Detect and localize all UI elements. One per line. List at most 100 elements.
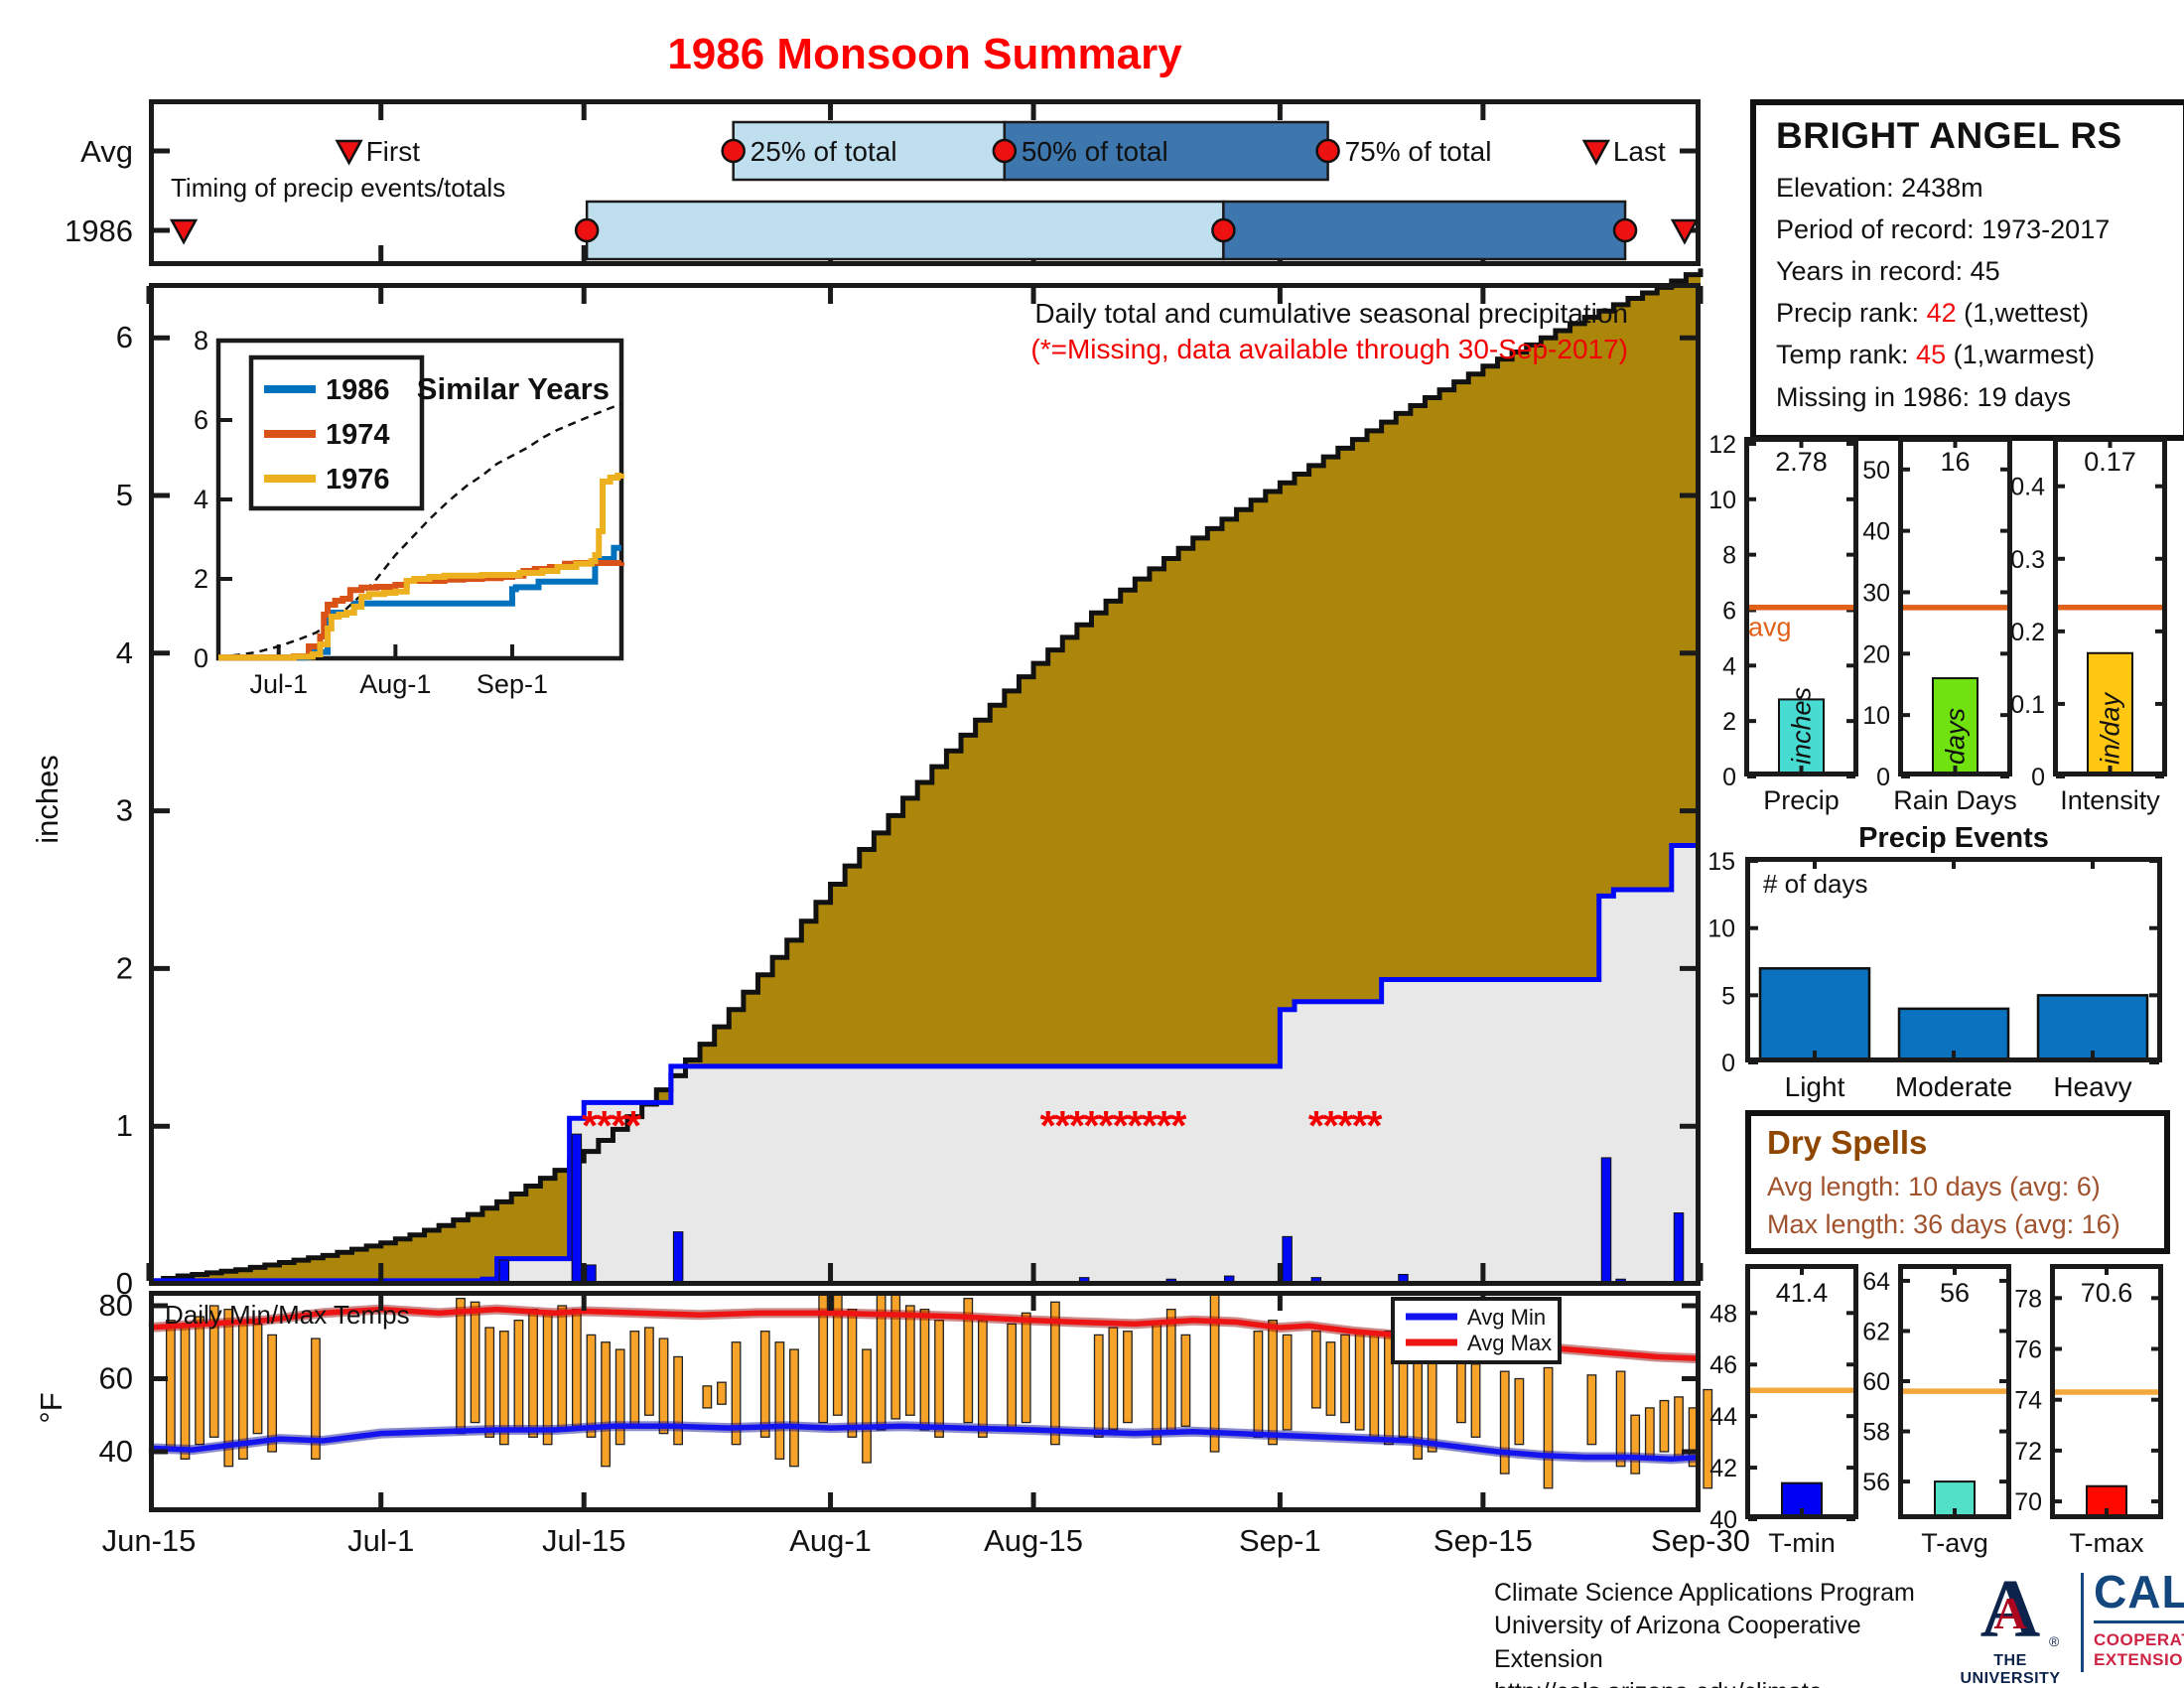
x-axis-label: Aug-1 [789, 1523, 872, 1558]
dry-spells-box: Dry Spells Avg length: 10 days (avg: 6) … [1745, 1110, 2170, 1254]
block-a-icon: A A ® [1980, 1563, 2060, 1655]
svg-text:*: * [582, 1102, 599, 1149]
svg-text:0.2: 0.2 [2010, 619, 2045, 646]
svg-text:8: 8 [194, 326, 208, 355]
svg-text:Avg Max: Avg Max [1467, 1331, 1552, 1355]
svg-text:0.1: 0.1 [2010, 691, 2045, 719]
svg-text:58: 58 [1862, 1419, 1890, 1447]
svg-text:40: 40 [99, 1434, 133, 1469]
svg-text:Light: Light [1785, 1071, 1845, 1102]
svg-text:75% of total: 75% of total [1345, 136, 1492, 167]
svg-text:T-avg: T-avg [1921, 1528, 1988, 1558]
svg-text:0: 0 [116, 1266, 133, 1301]
svg-text:0.3: 0.3 [2010, 546, 2045, 574]
footer-line: http://cals.arizona.edu/climate [1494, 1676, 1951, 1688]
station-info-box: BRIGHT ANGEL RS Elevation: 2438m Period o… [1750, 99, 2184, 441]
svg-text:25% of total: 25% of total [751, 136, 897, 167]
svg-text:Heavy: Heavy [2053, 1071, 2131, 1102]
tmax-mini-chart: 70 72 74 76 78 70.6 T-max [2014, 1264, 2163, 1558]
cals-sub-line2: EXTENSION [2094, 1650, 2184, 1670]
station-info-line: Missing in 1986: 19 days [1776, 381, 2072, 412]
svg-text:10: 10 [1708, 487, 1736, 514]
svg-text:56: 56 [1862, 1469, 1890, 1496]
cals-rule [2094, 1620, 2184, 1623]
svg-text:41.4: 41.4 [1776, 1278, 1829, 1308]
svg-text:4: 4 [194, 485, 208, 514]
svg-text:Avg Min: Avg Min [1467, 1305, 1546, 1330]
svg-text:Rain Days: Rain Days [1893, 785, 2017, 815]
station-info-line: Precip rank: 42 (1,wettest) [1776, 298, 2090, 329]
svg-text:15: 15 [1707, 848, 1735, 876]
svg-text:°F: °F [34, 1392, 68, 1423]
svg-text:*: * [1366, 1102, 1383, 1149]
logo-divider [2081, 1573, 2084, 1672]
svg-text:inches: inches [1787, 687, 1817, 765]
svg-text:Similar Years: Similar Years [417, 371, 610, 406]
svg-text:*: * [1337, 1102, 1354, 1149]
svg-text:days: days [1941, 708, 1971, 765]
page-title: 1986 Monsoon Summary [667, 30, 1182, 78]
cals-sub-line1: COOPERATIVE [2094, 1630, 2184, 1649]
rain-days-mini-chart: 0 10 20 30 40 50 16 days Rain Days [1862, 437, 2017, 815]
svg-text:78: 78 [2014, 1285, 2042, 1313]
svg-text:10: 10 [1862, 702, 1890, 730]
svg-text:3: 3 [116, 793, 133, 828]
svg-text:1: 1 [116, 1108, 133, 1143]
svg-text:*: * [1113, 1102, 1130, 1149]
svg-text:46: 46 [1709, 1351, 1737, 1379]
precip-events-chart: 0 5 10 15 # of days Light Moderate Heavy [1707, 848, 2162, 1102]
footer-credits: Climate Science Applications Program Univ… [1494, 1577, 1951, 1688]
svg-text:30: 30 [1862, 579, 1890, 607]
svg-text:2.78: 2.78 [1775, 447, 1828, 477]
station-info-line: Temp rank: 45 (1,warmest) [1776, 340, 2096, 370]
svg-text:*: * [625, 1102, 642, 1149]
svg-text:1976: 1976 [326, 464, 390, 495]
svg-text:Last: Last [1613, 136, 1666, 167]
svg-text:40: 40 [1862, 518, 1890, 546]
footer-line: Climate Science Applications Program [1494, 1579, 1915, 1607]
svg-text:Intensity: Intensity [2060, 785, 2160, 815]
dry-spells-title: Dry Spells [1767, 1124, 1928, 1161]
svg-text:74: 74 [2014, 1387, 2042, 1415]
logos: A A ® The University of Arizona CALS COO… [1946, 1563, 2184, 1688]
svg-text:Precip: Precip [1763, 785, 1840, 815]
svg-text:72: 72 [2014, 1438, 2042, 1466]
svg-text:50% of total: 50% of total [1022, 136, 1168, 167]
timing-chart: First 25% of total 50% of total 75% of tota… [65, 99, 1701, 266]
ua-name-line1: The University [1960, 1652, 2061, 1688]
svg-text:*: * [1054, 1102, 1071, 1149]
svg-text:Sep-1: Sep-1 [477, 669, 548, 699]
svg-text:56: 56 [1940, 1278, 1970, 1308]
intensity-mini-chart: 0 0.1 0.2 0.3 0.4 0.17 in/day Intensity [2010, 437, 2167, 815]
svg-text:Moderate: Moderate [1895, 1071, 2012, 1102]
university-of-arizona-logo: A A ® The University of Arizona [1946, 1563, 2075, 1688]
svg-text:5: 5 [116, 478, 133, 512]
svg-text:10: 10 [1707, 915, 1735, 943]
svg-text:62: 62 [1862, 1318, 1890, 1345]
svg-text:*: * [611, 1102, 627, 1149]
svg-text:A: A [1993, 1588, 2026, 1638]
svg-text:0.4: 0.4 [2010, 474, 2045, 501]
svg-text:2: 2 [194, 564, 208, 594]
x-axis-label: Sep-1 [1239, 1523, 1321, 1558]
tmin-mini-chart: 40 42 44 46 48 41.4 T-min [1709, 1264, 1858, 1558]
svg-text:80: 80 [99, 1288, 133, 1323]
station-info-line: Elevation: 2438m [1776, 173, 1983, 203]
svg-text:*: * [1098, 1102, 1115, 1149]
svg-text:*: * [1127, 1102, 1144, 1149]
svg-text:*: * [1308, 1102, 1325, 1149]
svg-text:*: * [1170, 1102, 1187, 1149]
x-axis-label: Jul-1 [347, 1523, 415, 1558]
svg-text:70.6: 70.6 [2081, 1278, 2133, 1308]
svg-text:1986: 1986 [65, 213, 133, 248]
svg-text:40: 40 [1709, 1506, 1737, 1534]
svg-text:64: 64 [1862, 1268, 1890, 1296]
svg-text:16: 16 [1940, 447, 1970, 477]
svg-text:2: 2 [1722, 708, 1736, 736]
cals-logo: CALS COOPERATIVE EXTENSION [2094, 1569, 2184, 1671]
svg-text:0: 0 [2031, 764, 2045, 791]
svg-text:4: 4 [1722, 652, 1736, 680]
x-axis-label: Sep-30 [1651, 1523, 1750, 1558]
